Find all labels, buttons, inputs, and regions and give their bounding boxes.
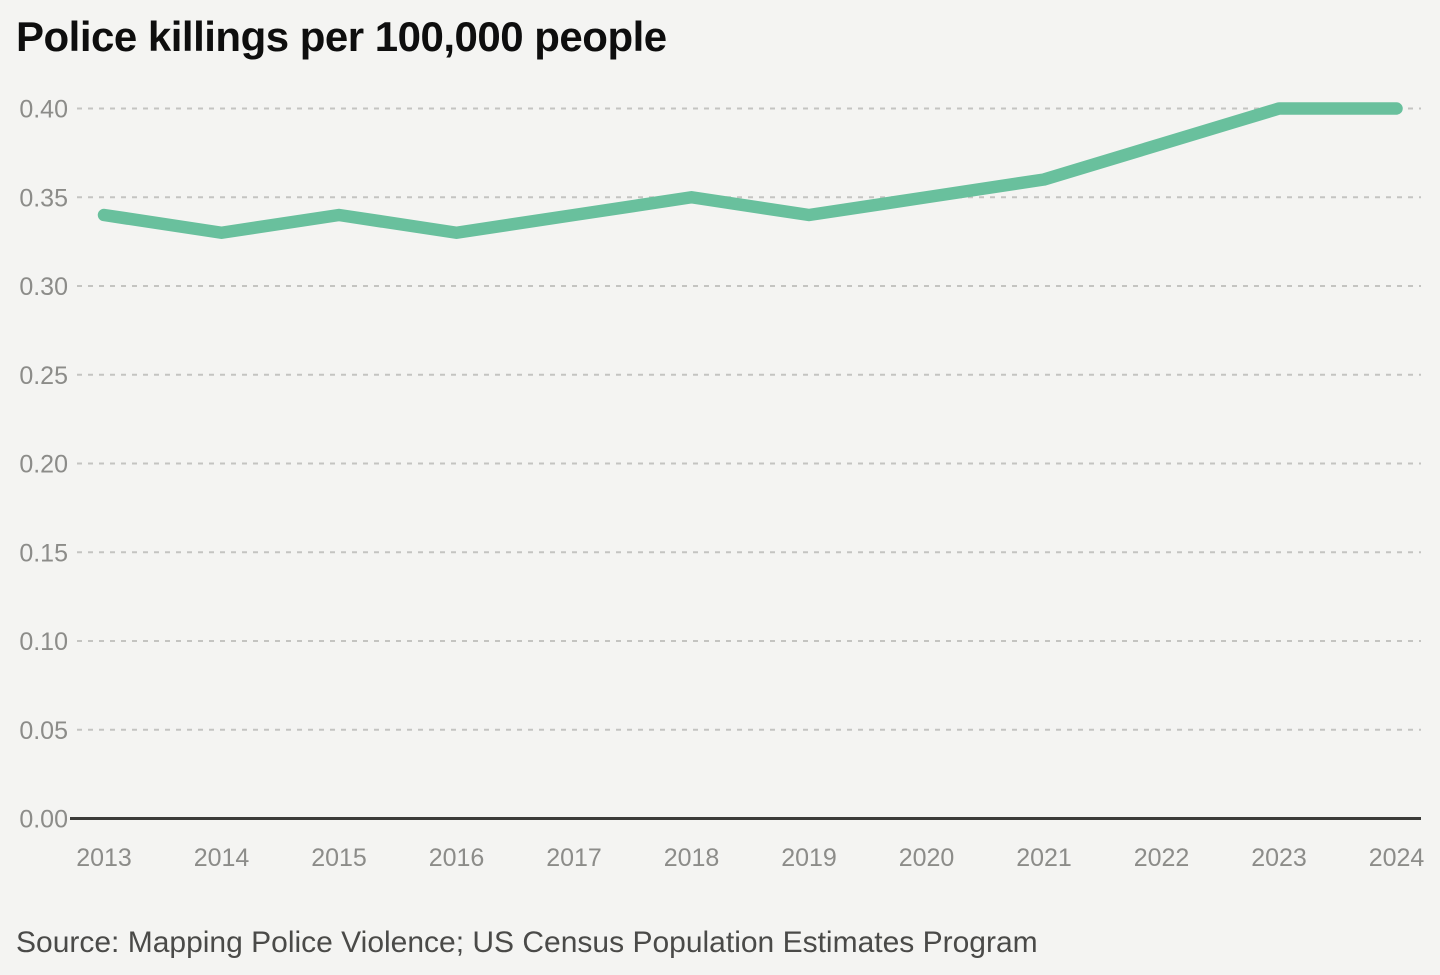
x-tick-label: 2017 — [546, 844, 602, 872]
x-tick-label: 2015 — [311, 844, 367, 872]
x-axis-labels: 2013 2014 2015 2016 2017 2018 2019 2020 2021 2022… — [76, 844, 1424, 872]
y-tick-label: 0.15 — [19, 539, 68, 567]
x-tick-label: 2022 — [1134, 844, 1190, 872]
y-tick-label: 0.40 — [19, 96, 68, 124]
y-axis-labels: 0.00 0.05 0.10 0.15 0.20 0.25 0.30 0.35 0.40 — [19, 96, 68, 834]
x-tick-label: 2013 — [76, 844, 132, 872]
y-tick-label: 0.20 — [19, 451, 68, 479]
source-note: Source: Mapping Police Violence; US Cens… — [16, 926, 1038, 959]
x-tick-label: 2023 — [1251, 844, 1307, 872]
x-tick-label: 2019 — [781, 844, 837, 872]
y-tick-label: 0.30 — [19, 273, 68, 301]
x-tick-label: 2024 — [1369, 844, 1425, 872]
x-tick-label: 2021 — [1016, 844, 1072, 872]
data-line — [97, 102, 1403, 239]
x-tick-label: 2018 — [664, 844, 720, 872]
x-tick-label: 2014 — [194, 844, 250, 872]
y-tick-label: 0.25 — [19, 362, 68, 390]
y-tick-label: 0.05 — [19, 717, 68, 745]
y-tick-label: 0.35 — [19, 184, 68, 212]
chart-title: Police killings per 100,000 people — [16, 13, 667, 60]
gridlines — [77, 107, 1421, 731]
x-tick-label: 2016 — [429, 844, 485, 872]
y-tick-label: 0.00 — [19, 806, 68, 834]
y-tick-label: 0.10 — [19, 628, 68, 656]
x-tick-label: 2020 — [899, 844, 955, 872]
